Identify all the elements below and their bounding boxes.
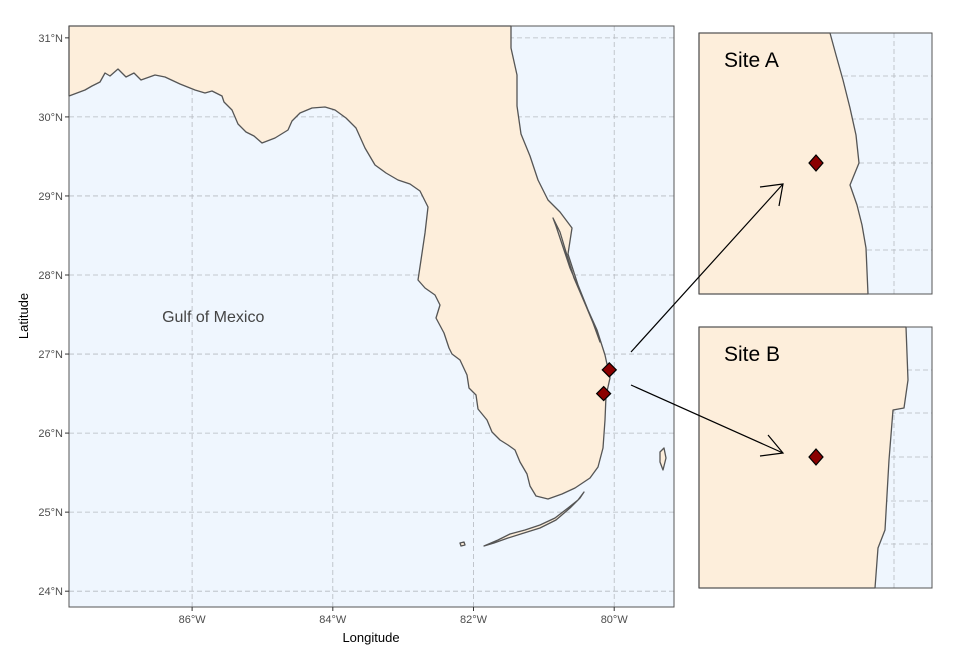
main-map-border: [68, 25, 675, 608]
latitude-tick-label: 25°N: [38, 507, 63, 519]
longitude-axis: 86°W 84°W 82°W 80°W: [179, 607, 629, 626]
latitude-tick-label: 31°N: [38, 33, 63, 45]
latitude-tick-label: 29°N: [38, 191, 63, 203]
latitude-tick-label: 28°N: [38, 270, 63, 282]
longitude-tick-label: 84°W: [319, 614, 347, 626]
site-b-inset-marker: [808, 448, 824, 466]
longitude-tick-label: 86°W: [179, 614, 207, 626]
longitude-tick-label: 80°W: [601, 614, 629, 626]
bahamas-islet: [659, 447, 667, 471]
latitude-tick-label: 30°N: [38, 112, 63, 124]
leader-arrow-site-b: [630, 384, 785, 457]
site-a-title: Site A: [724, 49, 779, 72]
inset-panel-site-b: Site B: [698, 326, 933, 589]
leader-arrow-site-a: [630, 183, 784, 353]
latitude-axis: 24°N 25°N 26°N 27°N 28°N 29°N 30°N 31°N: [38, 33, 69, 598]
main-map-panel: Gulf of Mexico: [68, 25, 675, 608]
site-markers: [595, 362, 618, 402]
inset-b-land: [698, 326, 909, 589]
inset-panel-site-a: Site A: [698, 32, 933, 295]
site-marker-a: [601, 362, 618, 378]
east-coast-barrier-islands: [552, 217, 601, 343]
florida-keys: [483, 491, 585, 547]
inset-a-land: [698, 32, 869, 295]
site-marker-b: [595, 385, 612, 402]
dry-tortugas-islet: [459, 541, 466, 547]
longitude-tick-label: 82°W: [460, 614, 488, 626]
inset-a-border: [698, 32, 933, 295]
site-a-inset-marker: [808, 154, 824, 172]
latitude-tick-label: 26°N: [38, 428, 63, 440]
inset-b-border: [698, 326, 933, 589]
y-axis-title: Latitude: [16, 293, 31, 339]
florida-mainland: [68, 25, 611, 500]
x-axis-title: Longitude: [342, 630, 399, 645]
gulf-of-mexico-label: Gulf of Mexico: [162, 309, 264, 326]
site-b-title: Site B: [724, 343, 780, 366]
latitude-tick-label: 24°N: [38, 586, 63, 598]
latitude-tick-label: 27°N: [38, 349, 63, 361]
